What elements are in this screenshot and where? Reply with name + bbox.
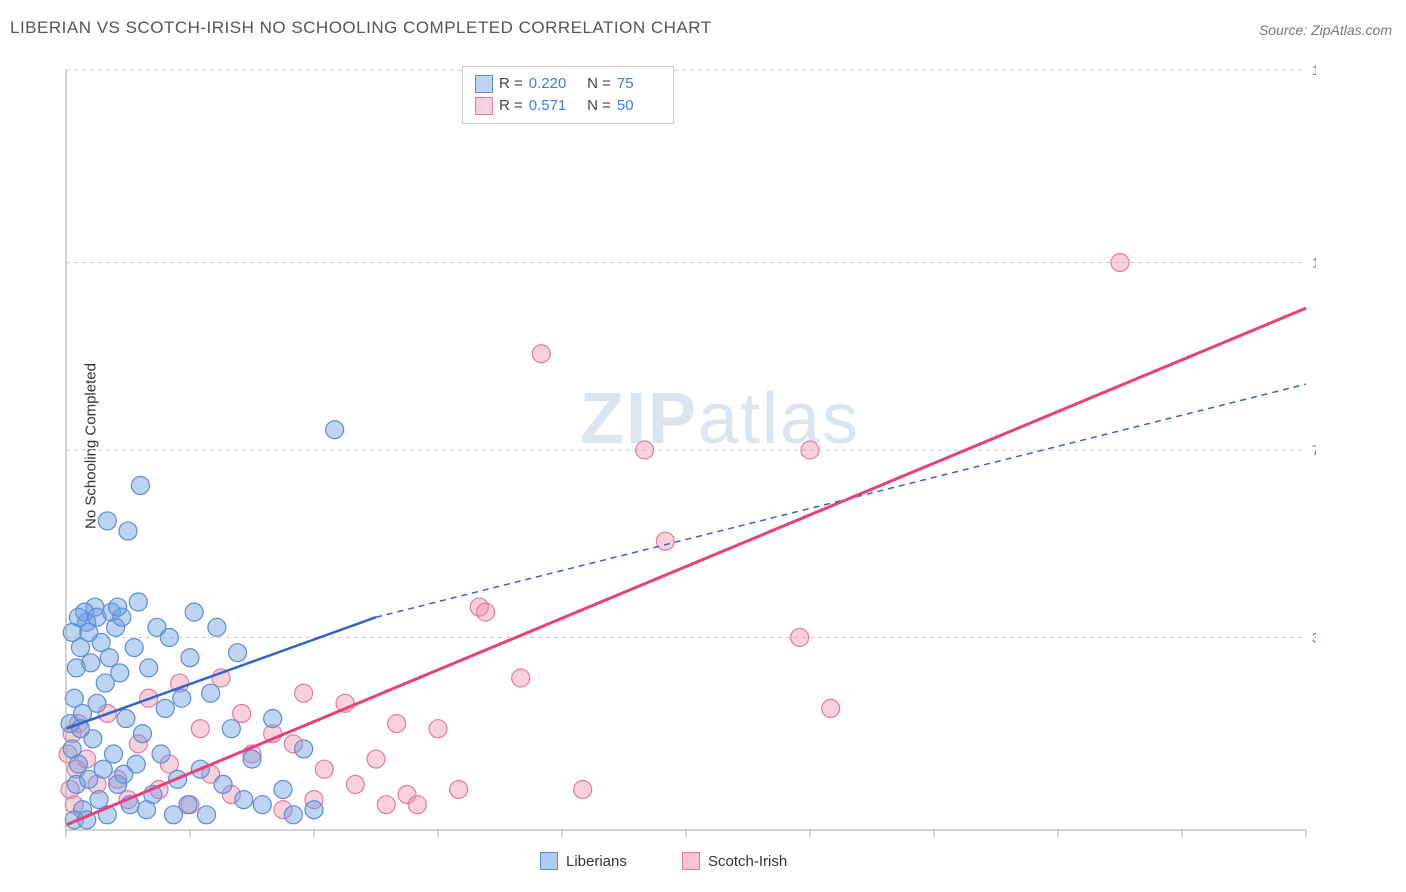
data-point: [295, 740, 313, 758]
data-point: [202, 684, 220, 702]
legend-swatch: [682, 852, 700, 870]
data-point: [105, 745, 123, 763]
data-point: [129, 593, 147, 611]
data-point: [208, 618, 226, 636]
source-attribution: Source: ZipAtlas.com: [1259, 22, 1392, 38]
data-point: [94, 760, 112, 778]
data-point: [477, 603, 495, 621]
data-point: [173, 689, 191, 707]
data-point: [326, 421, 344, 439]
stat-r-label: R =: [499, 73, 523, 95]
data-point: [346, 775, 364, 793]
data-point: [156, 699, 174, 717]
data-point: [191, 720, 209, 738]
data-point: [88, 694, 106, 712]
data-point: [181, 649, 199, 667]
data-point: [512, 669, 530, 687]
x-max-label: 60.0%: [1268, 839, 1308, 840]
scatter-chart: 3.8% 7.5% 11.2% 15.0% 0.0% 60.0%: [56, 60, 1316, 840]
data-point: [111, 664, 129, 682]
data-point: [274, 780, 292, 798]
legend-swatch: [540, 852, 558, 870]
data-point: [253, 796, 271, 814]
series-legend-item: Liberians: [540, 852, 627, 870]
data-point: [284, 806, 302, 824]
data-point: [179, 796, 197, 814]
data-point: [133, 725, 151, 743]
x-min-label: 0.0%: [64, 839, 96, 840]
data-point: [791, 628, 809, 646]
data-point: [315, 760, 333, 778]
data-point: [69, 755, 87, 773]
data-point: [160, 628, 178, 646]
data-point: [305, 801, 323, 819]
data-point: [532, 345, 550, 363]
chart-title: LIBERIAN VS SCOTCH-IRISH NO SCHOOLING CO…: [10, 18, 712, 38]
data-point: [574, 780, 592, 798]
data-point: [408, 796, 426, 814]
legend-swatch: [475, 75, 493, 93]
data-point: [125, 639, 143, 657]
data-point: [377, 796, 395, 814]
legend-swatch: [475, 97, 493, 115]
stats-legend: R = 0.220 N = 75R = 0.571 N = 50: [462, 66, 674, 124]
data-point: [100, 649, 118, 667]
data-point: [152, 745, 170, 763]
data-point: [131, 476, 149, 494]
data-point: [388, 715, 406, 733]
data-point: [119, 522, 137, 540]
data-point: [367, 750, 385, 768]
data-point: [98, 512, 116, 530]
data-point: [636, 441, 654, 459]
data-point: [140, 659, 158, 677]
data-point: [450, 780, 468, 798]
y-tick-label: 3.8%: [1312, 629, 1316, 645]
source-link[interactable]: ZipAtlas.com: [1311, 22, 1392, 38]
data-point: [243, 750, 261, 768]
data-point: [264, 710, 282, 728]
legend-label: Liberians: [566, 853, 627, 870]
data-point: [822, 699, 840, 717]
data-point: [198, 806, 216, 824]
stat-n-value: 50: [617, 95, 661, 117]
data-point: [295, 684, 313, 702]
stat-n-label: N =: [579, 73, 611, 95]
data-point: [656, 532, 674, 550]
data-point: [82, 654, 100, 672]
data-point: [117, 710, 135, 728]
data-point: [233, 704, 251, 722]
data-point: [1111, 254, 1129, 272]
data-point: [235, 791, 253, 809]
stat-r-value: 0.220: [529, 73, 573, 95]
trend-line: [66, 308, 1306, 825]
y-tick-label: 11.2%: [1312, 255, 1316, 271]
stat-n-label: N =: [579, 95, 611, 117]
series-legend-item: Scotch-Irish: [682, 852, 787, 870]
stat-n-value: 75: [617, 73, 661, 95]
data-point: [214, 775, 232, 793]
data-point: [429, 720, 447, 738]
data-point: [127, 755, 145, 773]
stat-r-label: R =: [499, 95, 523, 117]
stats-legend-row: R = 0.571 N = 50: [475, 95, 661, 117]
source-prefix: Source:: [1259, 22, 1311, 38]
legend-label: Scotch-Irish: [708, 853, 787, 870]
data-point: [222, 720, 240, 738]
data-point: [229, 644, 247, 662]
stats-legend-row: R = 0.220 N = 75: [475, 73, 661, 95]
data-point: [109, 598, 127, 616]
y-tick-label: 15.0%: [1312, 62, 1316, 78]
data-point: [185, 603, 203, 621]
stat-r-value: 0.571: [529, 95, 573, 117]
y-tick-label: 7.5%: [1312, 442, 1316, 458]
data-point: [801, 441, 819, 459]
